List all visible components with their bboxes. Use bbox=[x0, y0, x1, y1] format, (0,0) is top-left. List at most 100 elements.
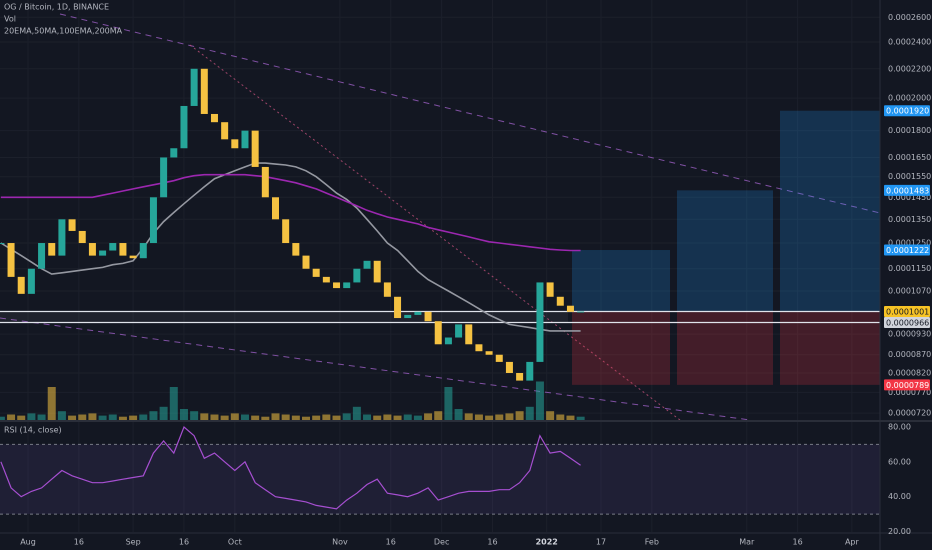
trendline bbox=[0, 317, 751, 421]
x-tick-label: Oct bbox=[228, 538, 242, 547]
price-tag bbox=[884, 306, 930, 318]
volume-bar bbox=[230, 413, 239, 420]
candle bbox=[322, 276, 330, 283]
volume-bar bbox=[434, 411, 443, 420]
volume-bar bbox=[47, 387, 56, 420]
volume-bar bbox=[373, 415, 382, 420]
rsi-tick-label: 20.00 bbox=[888, 527, 911, 536]
volume-bar bbox=[210, 414, 219, 420]
volume-bar bbox=[261, 416, 270, 420]
rsi-line bbox=[0, 425, 581, 510]
candle bbox=[526, 361, 534, 381]
range-box bbox=[0, 311, 568, 323]
volume-bar bbox=[302, 416, 311, 420]
x-tick-label: Sep bbox=[126, 538, 141, 547]
plot bbox=[0, 68, 880, 510]
y-tick-label: 0.0000820 bbox=[888, 368, 931, 377]
candle bbox=[434, 321, 442, 345]
volume-bar bbox=[464, 413, 473, 420]
y-tick-label: 0.0002200 bbox=[888, 64, 931, 73]
candle bbox=[485, 351, 493, 355]
candle bbox=[444, 337, 452, 345]
volume-bar bbox=[312, 415, 321, 420]
x-tick-label: Feb bbox=[645, 538, 659, 547]
candle bbox=[109, 243, 117, 251]
target-zone bbox=[677, 190, 773, 312]
volume-bar bbox=[444, 387, 453, 420]
stop-zone bbox=[572, 311, 670, 385]
y-tick-label: 0.0000930 bbox=[888, 330, 931, 339]
candle bbox=[302, 255, 310, 269]
price-tag-label: 0.0001920 bbox=[886, 107, 929, 116]
y-tick-label: 0.0002400 bbox=[888, 37, 931, 46]
price-tag bbox=[884, 379, 930, 391]
volume-bar bbox=[7, 414, 16, 420]
price-tag bbox=[884, 316, 930, 328]
volume-bar bbox=[363, 414, 372, 420]
candle bbox=[139, 243, 147, 259]
volume-bar bbox=[281, 414, 290, 420]
price-tag-label: 0.0001222 bbox=[886, 246, 929, 255]
volume-bar bbox=[403, 414, 412, 420]
candle bbox=[58, 219, 66, 256]
volume-bar bbox=[200, 413, 209, 420]
y-tick-label: 0.0001070 bbox=[888, 286, 931, 295]
chart-title: OG / Bitcoin, 1D, BINANCE bbox=[4, 3, 109, 12]
volume-bar bbox=[108, 414, 117, 420]
volume-bar bbox=[383, 414, 392, 420]
price-tag-label: 0.0001483 bbox=[886, 186, 929, 195]
rsi-title: RSI (14, close) bbox=[4, 426, 62, 435]
candle bbox=[180, 105, 188, 149]
x-tick-label: 17 bbox=[596, 538, 606, 547]
volume-bar bbox=[576, 416, 585, 420]
volume-bar bbox=[37, 414, 46, 420]
drawings bbox=[0, 13, 881, 421]
y-tick-label: 0.0001150 bbox=[888, 264, 931, 273]
candle bbox=[241, 130, 249, 149]
x-tick-label: Aug bbox=[20, 538, 36, 547]
y-tick-label: 0.0001550 bbox=[888, 172, 931, 181]
price-tag-label: 0.0000789 bbox=[886, 381, 929, 390]
y-tick-label: 0.0002600 bbox=[888, 13, 931, 22]
candle bbox=[251, 130, 259, 167]
candle bbox=[333, 282, 341, 289]
candle bbox=[292, 243, 300, 256]
y-tick-label: 0.0001800 bbox=[888, 126, 931, 135]
volume-bar bbox=[535, 381, 544, 420]
rsi-tick-label: 60.00 bbox=[888, 457, 911, 466]
volume-bar bbox=[393, 415, 402, 420]
candle bbox=[68, 219, 76, 231]
volume-bar bbox=[149, 411, 158, 420]
candle bbox=[48, 243, 56, 256]
y-tick-label: 0.0000770 bbox=[888, 388, 931, 397]
volume-bar bbox=[556, 414, 565, 420]
x-tick-label: 16 bbox=[179, 538, 189, 547]
candle bbox=[455, 324, 463, 338]
volume-bar bbox=[68, 415, 77, 420]
x-tick-label: 16 bbox=[74, 538, 84, 547]
candle bbox=[475, 344, 483, 352]
candle bbox=[7, 243, 15, 277]
candle bbox=[119, 243, 127, 256]
candle bbox=[414, 311, 422, 315]
volume-bar bbox=[291, 415, 300, 420]
candle bbox=[282, 219, 290, 244]
y-tick-label: 0.0001650 bbox=[888, 153, 931, 162]
candle bbox=[546, 282, 554, 297]
volume-bar bbox=[485, 415, 494, 420]
moving-average bbox=[0, 173, 581, 252]
candle bbox=[516, 372, 524, 381]
volume-bar bbox=[118, 416, 127, 420]
volume-bar bbox=[27, 413, 36, 420]
candle bbox=[312, 268, 320, 277]
volume-bar bbox=[566, 415, 575, 420]
volume-bar bbox=[495, 414, 504, 420]
rsi-tick-label: 40.00 bbox=[888, 492, 911, 501]
grid bbox=[0, 443, 880, 515]
volume-bar bbox=[332, 415, 341, 420]
y-tick-label: 0.0002000 bbox=[888, 94, 931, 103]
x-tick-label: Dec bbox=[434, 538, 449, 547]
price-tag bbox=[884, 244, 930, 256]
